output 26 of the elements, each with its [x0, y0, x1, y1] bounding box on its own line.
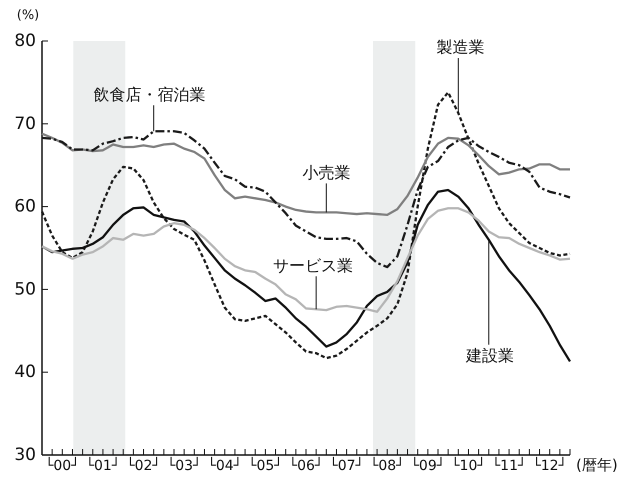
series-label: 小売業	[302, 162, 350, 182]
ytick: 70	[14, 114, 36, 134]
xtick: └05┘	[248, 458, 283, 474]
series-label: 飲食店・宿泊業	[94, 84, 206, 104]
ylabel: (%)	[16, 8, 40, 23]
ytick: 30	[14, 445, 36, 465]
xtick: └04┘	[207, 458, 242, 474]
ytick: 60	[14, 196, 36, 217]
series-label: 建設業	[466, 346, 514, 366]
series-label: サービス業	[273, 256, 354, 275]
ytick: 40	[14, 362, 36, 382]
series-label: 製造業	[436, 38, 484, 57]
xtick: └11┘	[492, 458, 526, 474]
xtick: └10┘	[451, 458, 486, 474]
xtick: └02┘	[126, 458, 161, 474]
ytick: 80	[14, 31, 36, 51]
xtick: └01┘	[86, 458, 120, 474]
xtick: └06┘	[288, 458, 324, 474]
xtick: └03┘	[166, 458, 202, 474]
ytick: 50	[14, 279, 36, 300]
xlabel: (暦年)	[576, 456, 618, 474]
xtick: └08┘	[370, 458, 405, 474]
xtick: └09┘	[410, 458, 446, 474]
xtick: └07┘	[329, 458, 364, 474]
xtick: └12┘	[532, 458, 568, 474]
xtick: └00┘	[44, 458, 80, 474]
